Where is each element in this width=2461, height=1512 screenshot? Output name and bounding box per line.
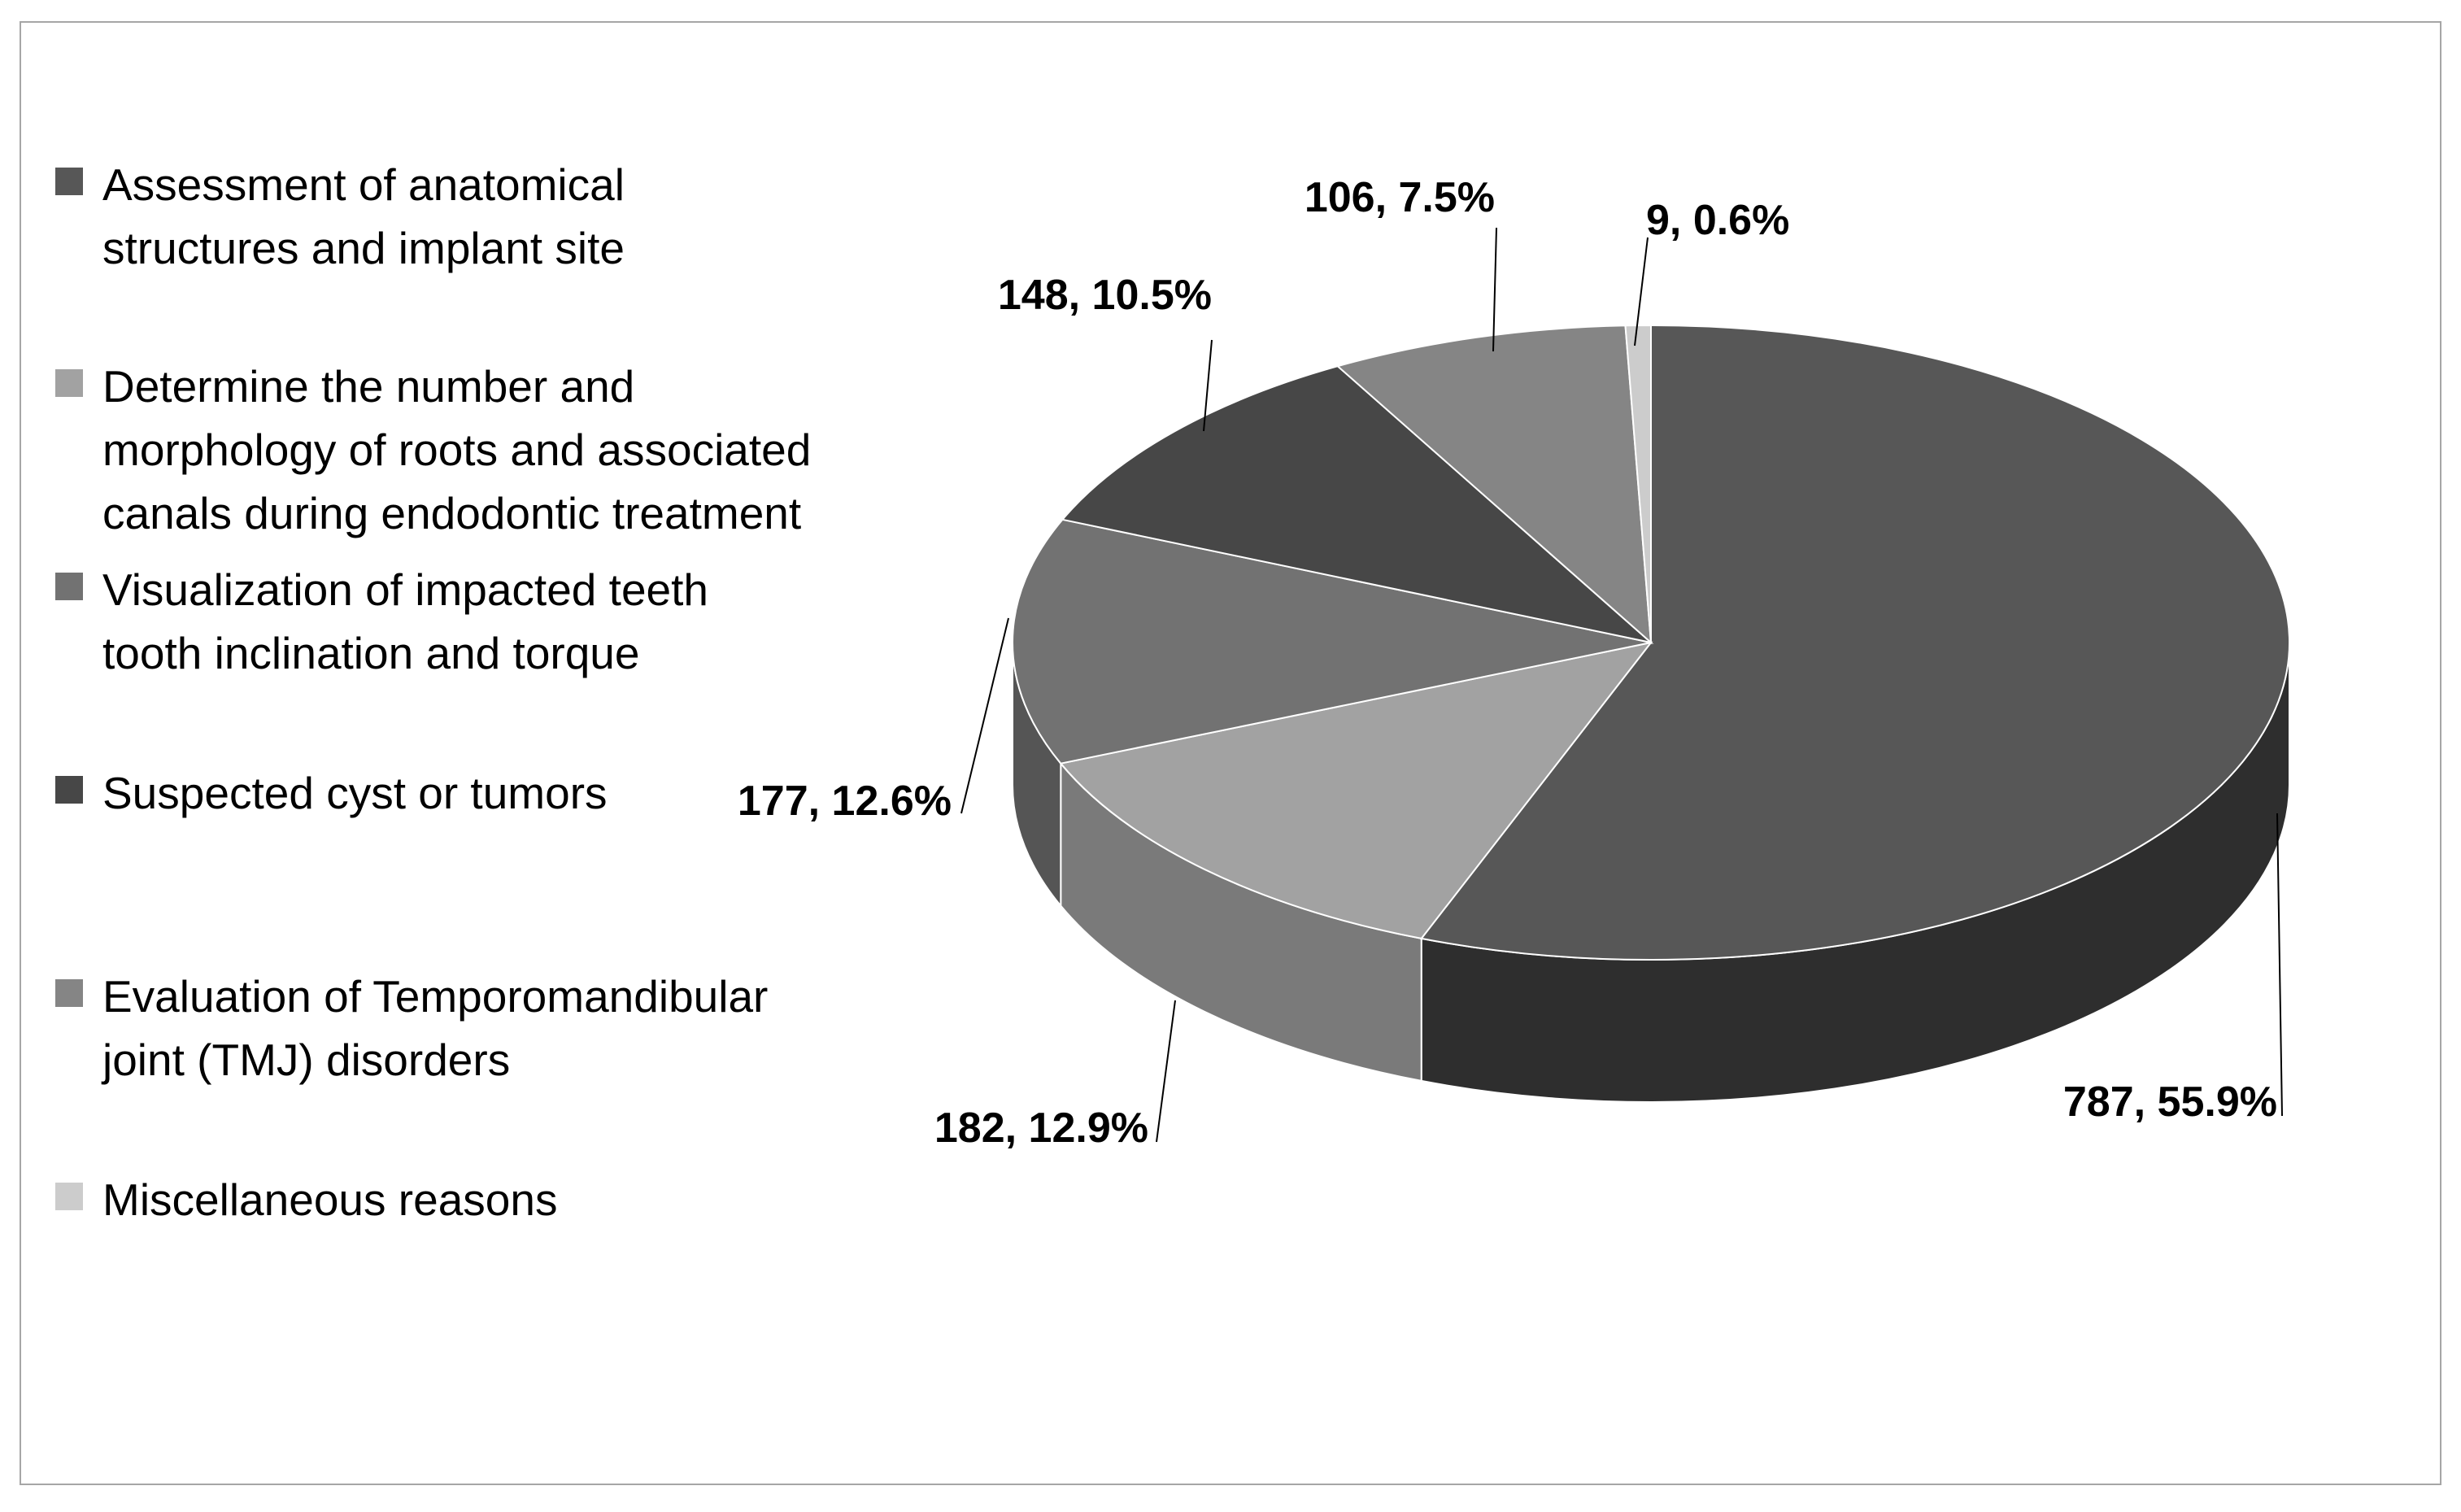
legend-swatch <box>55 369 83 397</box>
data-label-tmj: 106, 7.5% <box>1305 174 1495 221</box>
legend-label: Miscellaneous reasons <box>102 1174 558 1225</box>
pie-slice-tmj <box>1335 325 1653 645</box>
legend-item-impacted-teeth: Visualization of impacted teeth tooth in… <box>55 558 867 685</box>
pie-tops <box>1012 324 2291 961</box>
pie-slice-anatomical <box>1419 324 2291 961</box>
legend-swatch <box>55 776 83 804</box>
pie-leaders <box>960 227 2283 1143</box>
legend-item-endodontic-roots: Determine the number and morphology of r… <box>55 355 867 545</box>
pie-slice-impacted <box>1012 518 1652 765</box>
leader-line-anatomical <box>2276 813 2283 1117</box>
leader-line-cyst <box>1203 339 1213 432</box>
leader-line-tmj <box>1492 227 1497 352</box>
data-label-misc: 9, 0.6% <box>1646 197 1789 244</box>
legend-item-miscellaneous: Miscellaneous reasons <box>55 1168 867 1231</box>
leader-line-impacted <box>960 617 1009 814</box>
legend-item-tmj-disorders: Evaluation of Temporomandibular joint (T… <box>55 965 867 1092</box>
data-label-impacted: 177, 12.6% <box>738 778 952 825</box>
legend-label: Determine the number and morphology of r… <box>102 361 812 538</box>
data-label-anatomical: 787, 55.9% <box>2063 1078 2277 1126</box>
data-label-cyst: 148, 10.5% <box>998 272 1212 319</box>
legend-label: Evaluation of Temporomandibular joint (T… <box>102 971 769 1085</box>
legend-label: Visualization of impacted teeth tooth in… <box>102 564 708 678</box>
legend-swatch <box>55 1183 83 1210</box>
legend-swatch <box>55 573 83 600</box>
legend-swatch <box>55 979 83 1007</box>
legend-item-anatomical-assessment: Assessment of anatomical structures and … <box>55 153 867 280</box>
legend-item-cyst-tumors: Suspected cyst or tumors <box>55 761 867 825</box>
leader-line-misc <box>1634 237 1649 346</box>
pie-labels: 787, 55.9% 182, 12.9% 177, 12.6% 148, 10… <box>738 174 2277 1152</box>
legend-label: Assessment of anatomical structures and … <box>102 159 625 273</box>
data-label-endodontic: 182, 12.9% <box>934 1105 1148 1152</box>
leader-line-endodontic <box>1156 1000 1176 1143</box>
pie-slice-misc <box>1624 324 1652 643</box>
legend-label: Suspected cyst or tumors <box>102 768 608 818</box>
pie-sides <box>1012 642 2290 1103</box>
legend-swatch <box>55 168 83 195</box>
pie-slice-cyst <box>1061 365 1654 644</box>
pie-slice-endodontic <box>1059 641 1653 939</box>
